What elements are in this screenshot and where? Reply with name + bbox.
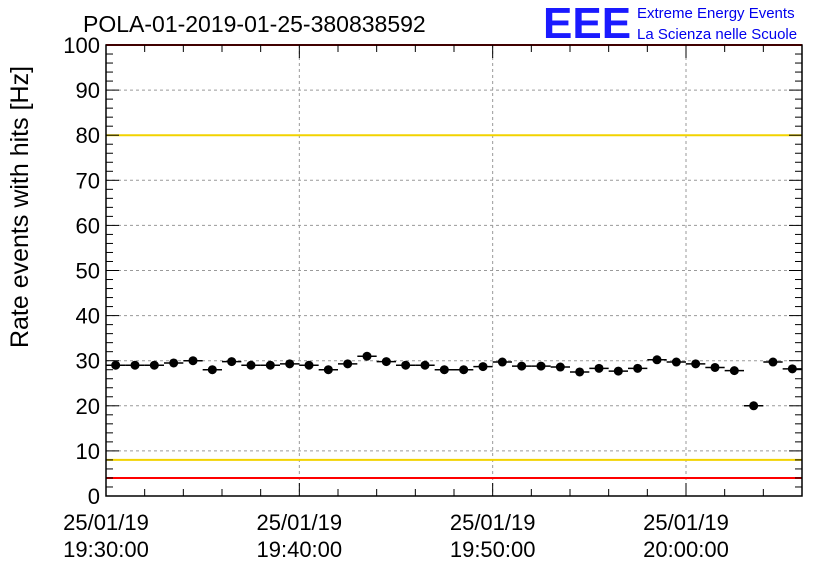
data-points (106, 351, 802, 411)
y-tick-label: 40 (76, 304, 100, 329)
data-point (227, 357, 237, 367)
data-point (633, 363, 643, 373)
data-point (517, 361, 527, 371)
x-tick-label-date: 25/01/19 (643, 510, 729, 535)
data-point (343, 359, 353, 369)
data-point (749, 401, 759, 411)
x-tick-label-time: 19:50:00 (450, 537, 536, 562)
y-tick-label: 80 (76, 123, 100, 148)
logo-line-2: La Scienza nelle Scuole (637, 26, 797, 43)
y-tick-label: 10 (76, 439, 100, 464)
axes (105, 44, 803, 497)
eee-logo: EEE Extreme Energy Events La Scienza nel… (543, 0, 797, 48)
data-point (555, 362, 565, 372)
data-point (265, 360, 275, 370)
x-tick-label-time: 19:30:00 (63, 537, 149, 562)
data-point (478, 362, 488, 372)
y-tick-label: 100 (63, 33, 100, 58)
data-point (613, 366, 623, 376)
data-point (304, 360, 314, 370)
x-tick-label-date: 25/01/19 (257, 510, 343, 535)
data-point (246, 360, 256, 370)
data-point (285, 359, 295, 369)
data-point (188, 356, 198, 366)
data-point (497, 357, 507, 367)
y-tick-label: 0 (88, 484, 100, 509)
data-point (710, 362, 720, 372)
x-tick-label-date: 25/01/19 (63, 510, 149, 535)
data-point (671, 357, 681, 367)
data-point (594, 363, 604, 373)
data-point (130, 360, 140, 370)
data-point (420, 360, 430, 370)
data-point (169, 358, 179, 368)
y-axis-label: Rate events with hits [Hz] (6, 66, 34, 348)
logo-line-1: Extreme Energy Events (637, 5, 795, 22)
data-point (323, 365, 333, 375)
data-point (401, 360, 411, 370)
data-point (381, 357, 391, 367)
logo-mark: EEE (543, 0, 631, 48)
y-tick-label: 30 (76, 349, 100, 374)
data-point (207, 365, 217, 375)
x-tick-labels: 25/01/1919:30:0025/01/1919:40:0025/01/19… (63, 510, 729, 562)
data-point (111, 360, 121, 370)
y-tick-label: 70 (76, 168, 100, 193)
y-tick-label: 50 (76, 259, 100, 284)
data-point (536, 361, 546, 371)
data-point (439, 365, 449, 375)
y-tick-label: 20 (76, 394, 100, 419)
data-point (729, 366, 739, 376)
x-tick-label-time: 19:40:00 (257, 537, 343, 562)
data-point (652, 355, 662, 365)
data-point (691, 359, 701, 369)
y-tick-labels: 0 10 20 30 40 50 60 70 80 90 100 (63, 33, 100, 509)
x-tick-label-time: 20:00:00 (643, 537, 729, 562)
data-point (362, 351, 372, 361)
x-tick-label-date: 25/01/19 (450, 510, 536, 535)
data-point (575, 367, 585, 377)
data-point (149, 360, 159, 370)
y-tick-label: 60 (76, 213, 100, 238)
data-point (787, 364, 797, 374)
data-point (459, 365, 469, 375)
y-tick-label: 90 (76, 78, 100, 103)
data-point (768, 357, 778, 367)
chart-title: POLA-01-2019-01-25-380838592 (83, 11, 426, 37)
